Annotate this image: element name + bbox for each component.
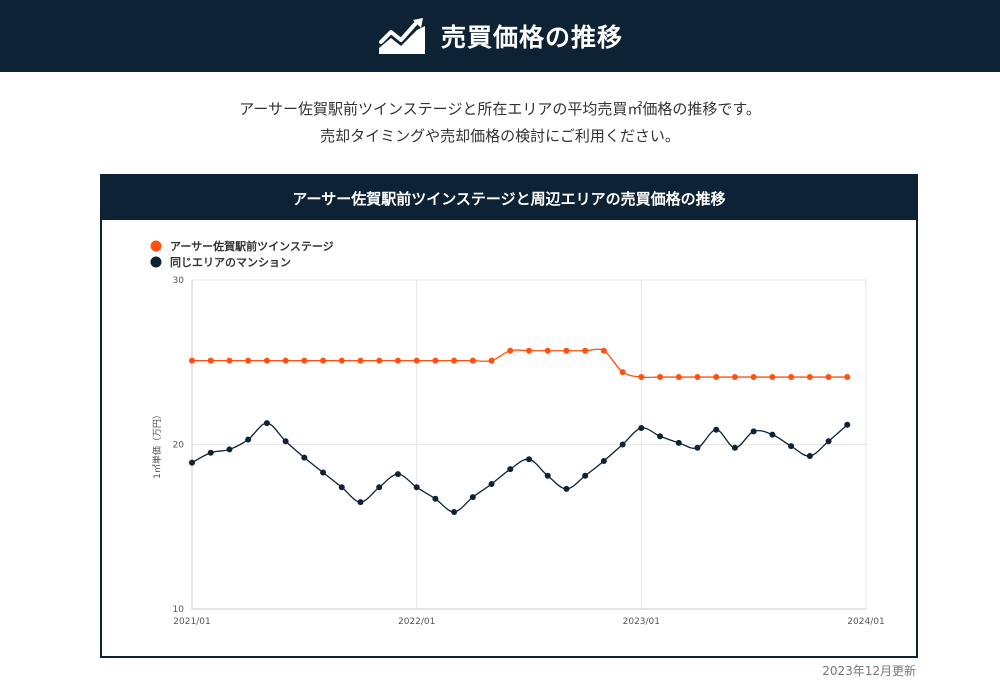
- series-1-point[interactable]: [806, 374, 813, 381]
- series-2-point[interactable]: [844, 421, 851, 428]
- series-1-point[interactable]: [694, 374, 701, 381]
- series-2-point[interactable]: [544, 472, 551, 479]
- series-1-point[interactable]: [657, 374, 664, 381]
- series-1-point[interactable]: [451, 357, 458, 364]
- series-1-point[interactable]: [619, 369, 626, 376]
- series-2-point[interactable]: [788, 443, 795, 450]
- series-1-point[interactable]: [189, 357, 195, 364]
- series-1-point[interactable]: [750, 374, 757, 381]
- x-tick-label: 2021/01: [173, 617, 210, 627]
- series-1-point[interactable]: [825, 374, 832, 381]
- legend-label-2: 同じエリアのマンション: [170, 256, 291, 269]
- legend-marker-2: [150, 256, 162, 268]
- series-1-point[interactable]: [432, 357, 439, 364]
- series-2-point[interactable]: [657, 433, 664, 440]
- series-2-point[interactable]: [526, 456, 532, 463]
- x-tick-label: 2022/01: [398, 617, 435, 627]
- series-1-point[interactable]: [769, 374, 776, 381]
- series-line-2: [191, 422, 848, 513]
- series-2-point[interactable]: [638, 425, 645, 432]
- series-1-point[interactable]: [469, 357, 476, 364]
- x-tick-label: 2024/01: [847, 617, 884, 627]
- series-2-point[interactable]: [413, 484, 420, 491]
- chart-card: アーサー佐賀駅前ツインステージと周辺エリアの売買価格の推移 2021/01 202…: [100, 174, 918, 658]
- chart-trend-icon: [378, 18, 425, 54]
- series-1-point[interactable]: [376, 357, 383, 364]
- series-1-point[interactable]: [582, 347, 589, 354]
- series-2-point[interactable]: [563, 485, 570, 492]
- series-1-point[interactable]: [600, 347, 607, 354]
- y-tick-label: 30: [173, 276, 185, 286]
- series-2-point[interactable]: [301, 454, 308, 461]
- series-1-point[interactable]: [731, 374, 738, 381]
- series-2-point[interactable]: [600, 457, 607, 464]
- series-1-point[interactable]: [526, 347, 532, 354]
- series-1-point[interactable]: [713, 374, 720, 381]
- price-trend-chart: 2021/01 2022/01 2023/01 2024/01 10 20 30 1㎡単価（万…: [150, 239, 885, 627]
- series-2-point[interactable]: [207, 449, 214, 456]
- series-1-point[interactable]: [675, 374, 682, 381]
- series-2-point[interactable]: [507, 466, 514, 473]
- series-2-point[interactable]: [713, 426, 720, 433]
- series-1-point[interactable]: [301, 357, 308, 364]
- series-1-point[interactable]: [507, 347, 514, 354]
- series-2-point[interactable]: [338, 484, 345, 491]
- series-2-point[interactable]: [245, 436, 252, 443]
- series-2-point[interactable]: [769, 431, 776, 438]
- series-2-point[interactable]: [432, 495, 439, 502]
- legend-label-1: アーサー佐賀駅前ツインステージ: [170, 239, 334, 253]
- series-2-point[interactable]: [469, 494, 476, 501]
- series-1-point[interactable]: [394, 357, 401, 364]
- series-2-point[interactable]: [320, 469, 327, 476]
- intro-line-1: アーサー佐賀駅前ツインステージと所在エリアの平均売買㎡価格の推移です。: [239, 100, 761, 118]
- series-1-point[interactable]: [488, 357, 495, 364]
- series-2-point[interactable]: [694, 444, 701, 451]
- series-2-point[interactable]: [376, 484, 383, 491]
- banner-inner: 売買価格の推移: [377, 16, 623, 56]
- series-2-point[interactable]: [731, 444, 738, 451]
- series-2-point[interactable]: [451, 508, 458, 515]
- series-1-point[interactable]: [207, 357, 214, 364]
- series-2-point[interactable]: [263, 420, 270, 427]
- series-2-point[interactable]: [226, 446, 233, 453]
- legend-marker-1: [150, 240, 162, 252]
- series-1-point[interactable]: [245, 357, 252, 364]
- series-1-point[interactable]: [282, 357, 289, 364]
- series-1-point[interactable]: [226, 357, 233, 364]
- x-tick-label: 2023/01: [623, 617, 660, 627]
- intro-line-2: 売却タイミングや売却価格の検討にご利用ください。: [320, 127, 680, 145]
- series-1-point[interactable]: [844, 374, 851, 381]
- series-2-point[interactable]: [675, 439, 682, 446]
- series-2-point[interactable]: [357, 499, 364, 506]
- series-1-point[interactable]: [413, 357, 420, 364]
- series-1-point[interactable]: [788, 374, 795, 381]
- series-1-point[interactable]: [320, 357, 327, 364]
- series-2-point[interactable]: [619, 441, 626, 448]
- series-2-point[interactable]: [750, 428, 757, 435]
- intro-text: アーサー佐賀駅前ツインステージと所在エリアの平均売買㎡価格の推移です。 売却タイ…: [0, 96, 1000, 150]
- chart-title: アーサー佐賀駅前ツインステージと周辺エリアの売買価格の推移: [102, 176, 916, 220]
- y-tick-label: 20: [173, 441, 185, 451]
- y-tick-label: 10: [173, 605, 185, 615]
- series-1-point[interactable]: [357, 357, 364, 364]
- update-note: 2023年12月更新: [822, 664, 916, 678]
- top-banner: 売買価格の推移: [0, 0, 1000, 72]
- series-1-point[interactable]: [263, 357, 270, 364]
- series-1-point[interactable]: [638, 374, 645, 381]
- series-2-point[interactable]: [582, 472, 589, 479]
- series-2-point[interactable]: [825, 438, 832, 445]
- series-1-point[interactable]: [544, 347, 551, 354]
- series-1-point[interactable]: [563, 347, 570, 354]
- series-2-point[interactable]: [488, 480, 495, 487]
- y-axis-label: 1㎡単価（万円）: [151, 410, 163, 479]
- page-title: 売買価格の推移: [440, 23, 623, 52]
- series-2-point[interactable]: [282, 438, 289, 445]
- series-line-1: [192, 348, 848, 379]
- series-2-point[interactable]: [806, 453, 813, 460]
- series-2-point[interactable]: [394, 471, 401, 478]
- series-1-point[interactable]: [338, 357, 345, 364]
- series-2-point[interactable]: [189, 459, 195, 466]
